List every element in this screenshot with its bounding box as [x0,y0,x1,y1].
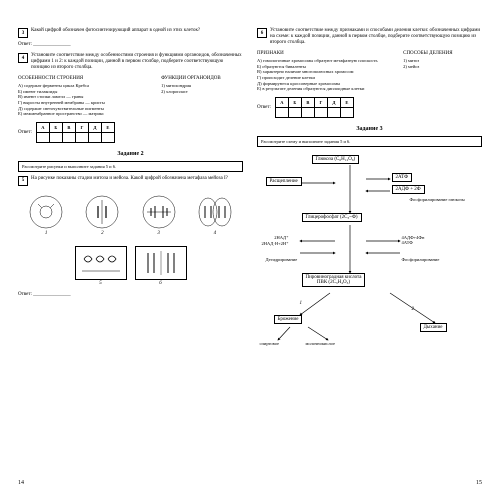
grid-header: Е [340,97,353,107]
grid-header: Г [75,122,88,132]
flow-label-alcohol: спиртовое [260,341,280,346]
answer-grid: А Б В Г Д Е [275,97,354,118]
right-page: 6 Установите соответствие между признака… [257,28,482,472]
answer-grid-row: Ответ: А Б В Г Д Е [18,120,243,145]
page-spread: 3 Какой цифрой обозначен фотосинтезирующ… [0,0,500,500]
section-title: Задание 3 [257,126,482,132]
question-3: 3 Какой цифрой обозначен фотосинтезирующ… [18,28,243,38]
cell-figures-row2: 5 6 [18,246,243,286]
flow-node-split: Расщепление [266,177,302,186]
grid-header: Г [314,97,327,107]
list-item: Е) межмембранное пространство — матрикс [18,111,149,117]
question-text: Установите соответствие между признаками… [270,28,482,46]
flow-label-lactic: молочнокислое [306,341,335,346]
flow-node-adp2: 2АДФ + 2Ф [392,185,425,194]
cell-figures-row1: 1 2 3 4 [18,194,243,236]
question-text: Какой цифрой обозначен фотосинтезирующий… [31,28,243,34]
question-number-box: 6 [257,28,267,38]
answer-grid: А Б В Г Д Е [36,122,115,143]
flow-label-phos-glucose: Фосфорилирование глюкозы [410,197,465,202]
grid-header: Б [288,97,301,107]
cell-number: 3 [141,231,177,236]
answer-blank: Ответ: _______________ [18,292,243,297]
flow-num-1: 1 [300,301,303,306]
list-item: 2) мейоз [403,64,482,70]
glycolysis-flowchart: Глюкоза (C₆H₁₂O₆) Расщепление 2АТФ 2АДФ … [260,155,480,355]
cell-number: 2 [84,231,120,236]
flow-label-dehyd: Дегидрирование [266,257,298,262]
instruction-box: Рассмотрите схему и выполните задания 5 … [257,136,482,147]
list-item: А) гомологичные хромосомы образуют метаф… [257,58,391,64]
question-6: 6 Установите соответствие между признака… [257,28,482,46]
grid-header: Б [49,122,62,132]
answer-blank: Ответ: _______________ [18,42,243,47]
question-text: Установите соответствие между особенност… [31,53,243,71]
flow-label-phos2: Фосфорилирование [402,257,440,262]
cell-icon [197,194,233,230]
cell-icon [28,194,64,230]
flow-node-resp: Дыхание [420,323,447,332]
question-4: 4 Установите соответствие между особенно… [18,53,243,71]
flow-num-2: 2 [412,307,415,312]
cell-number: 5 [75,281,127,286]
instruction-box: Рассмотрите рисунки и выполните задания … [18,161,243,172]
column-heading: ПРИЗНАКИ [257,51,391,56]
flow-node-atp2: 2АТФ [392,173,413,182]
question-text: На рисунке показаны стадии митоза и мейо… [31,176,243,182]
list-item: Е) в результате деления образуются дипло… [257,86,391,92]
flow-node-pvk: Пировиноградная кислота ПВК (2C₃H₄O₃) [302,273,366,287]
matching-columns: ОСОБЕННОСТИ СТРОЕНИЯ А) содержат фермент… [18,76,243,117]
answer-label: Ответ: [18,130,32,135]
flow-node-ferment: Брожение [274,315,303,324]
cell-rect-icon [135,246,187,280]
answer-label: Ответ: [257,105,271,110]
cell-number: 4 [197,231,233,236]
page-number: 15 [476,480,482,486]
flow-node-glycero: Глицерофосфат (2C₃~Ф) [302,213,362,222]
cell-number: 6 [135,281,187,286]
cell-figure: 4 [197,194,233,236]
cell-figure: 1 [28,194,64,236]
cell-figure: 2 [84,194,120,236]
answer-grid-row: Ответ: А Б В Г Д Е [257,95,482,120]
grid-header: Д [88,122,101,132]
column-heading: СПОСОБЫ ДЕЛЕНИЯ [403,51,482,56]
grid-header: В [62,122,75,132]
question-number-box: 3 [18,28,28,38]
cell-figure: 5 [75,246,127,286]
flow-label-nad: 2НАД⁺ 2НАД·Н+2Н⁺ [262,235,289,247]
cell-rect-icon [75,246,127,280]
cell-figure: 6 [135,246,187,286]
grid-header: Д [327,97,340,107]
matching-columns: ПРИЗНАКИ А) гомологичные хромосомы образ… [257,51,482,92]
column-heading: ФУНКЦИИ ОРГАНОИДОВ [161,76,243,81]
cell-icon [84,194,120,230]
grid-header: Е [101,122,114,132]
page-number: 14 [18,480,24,486]
question-5: 5 На рисунке показаны стадии митоза и ме… [18,176,243,186]
question-number-box: 4 [18,53,28,63]
section-title: Задание 2 [18,151,243,157]
flow-label-adp4: 4АДФ+4Фн 4АТФ [402,235,425,245]
flow-node-glucose: Глюкоза (C₆H₁₂O₆) [312,155,360,164]
cell-number: 1 [28,231,64,236]
left-page: 3 Какой цифрой обозначен фотосинтезирующ… [18,28,243,472]
cell-icon [141,194,177,230]
list-item: 2) хлоропласт [161,89,243,95]
cell-figure: 3 [141,194,177,236]
grid-header: В [301,97,314,107]
column-heading: ОСОБЕННОСТИ СТРОЕНИЯ [18,76,149,81]
grid-header: А [275,97,288,107]
question-number-box: 5 [18,176,28,186]
grid-header: А [36,122,49,132]
